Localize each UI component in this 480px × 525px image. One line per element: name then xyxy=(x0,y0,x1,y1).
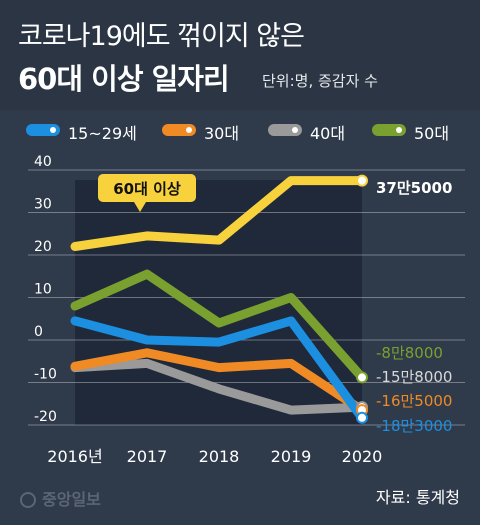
line-chart: 40 30 20 10 0 -10 -20 2016년 2017 2018 2019 2020 60대 … xyxy=(28,154,465,466)
y-tick-label: 10 xyxy=(34,282,52,298)
y-tick-label: -10 xyxy=(34,367,57,383)
x-tick-label: 2018 xyxy=(199,447,240,466)
legend: 15~29세 30대 40대 50대 xyxy=(0,110,480,150)
y-tick-label: 0 xyxy=(34,324,43,340)
legend-label: 15~29세 xyxy=(68,124,137,143)
end-label: -16만5000 xyxy=(376,392,452,410)
series-line xyxy=(70,269,367,382)
y-tick-label: -20 xyxy=(34,409,57,425)
series-line xyxy=(70,358,367,415)
legend-label: 50대 xyxy=(414,124,450,143)
title-line1: 코로나19에도 꺾이지 않은 xyxy=(18,21,305,52)
legend-dot xyxy=(292,127,298,133)
header: 코로나19에도 꺾이지 않은 60대 이상 일자리 단위:명, 증감자 수 xyxy=(0,0,480,110)
callout-bubble xyxy=(98,174,196,202)
legend-swatch xyxy=(26,124,60,136)
x-tick-label: 2017 xyxy=(127,447,168,466)
end-label: -18만3000 xyxy=(376,417,452,435)
x-tick-label: 2019 xyxy=(271,447,312,466)
y-tick-label: 40 xyxy=(34,154,52,170)
unit-label: 단위:명, 증감자 수 xyxy=(262,72,378,90)
publisher-name: 중앙일보 xyxy=(42,490,101,509)
title-line2: 60대 이상 일자리 xyxy=(18,62,230,96)
series-line xyxy=(70,316,367,423)
callout-pointer xyxy=(134,202,146,212)
end-point xyxy=(356,174,368,187)
publisher-logo: 중앙일보 xyxy=(20,486,101,510)
legend-swatch xyxy=(372,124,406,136)
series-line xyxy=(70,176,367,251)
callout-label: 60대 이상 xyxy=(113,180,181,198)
y-tick-label: 30 xyxy=(34,197,52,213)
legend-dot xyxy=(396,127,402,133)
x-tick-label: 2020 xyxy=(342,447,383,466)
legend-dot xyxy=(186,127,192,133)
legend-dot xyxy=(50,127,56,133)
x-tick-label: 2016년 xyxy=(47,447,102,466)
source-label: 자료: 통계청 xyxy=(375,488,460,507)
series-line xyxy=(70,348,367,415)
end-label: 37만5000 xyxy=(376,179,452,197)
end-point xyxy=(356,371,368,384)
legend-swatch xyxy=(162,124,196,136)
legend-swatch xyxy=(268,124,302,136)
end-label: -15만8000 xyxy=(376,368,452,386)
logo-icon xyxy=(20,492,36,508)
end-point xyxy=(356,411,368,424)
legend-label: 30대 xyxy=(204,124,240,143)
legend-label: 40대 xyxy=(310,124,346,143)
end-label: -8만8000 xyxy=(376,344,443,362)
y-tick-label: 20 xyxy=(34,239,52,255)
